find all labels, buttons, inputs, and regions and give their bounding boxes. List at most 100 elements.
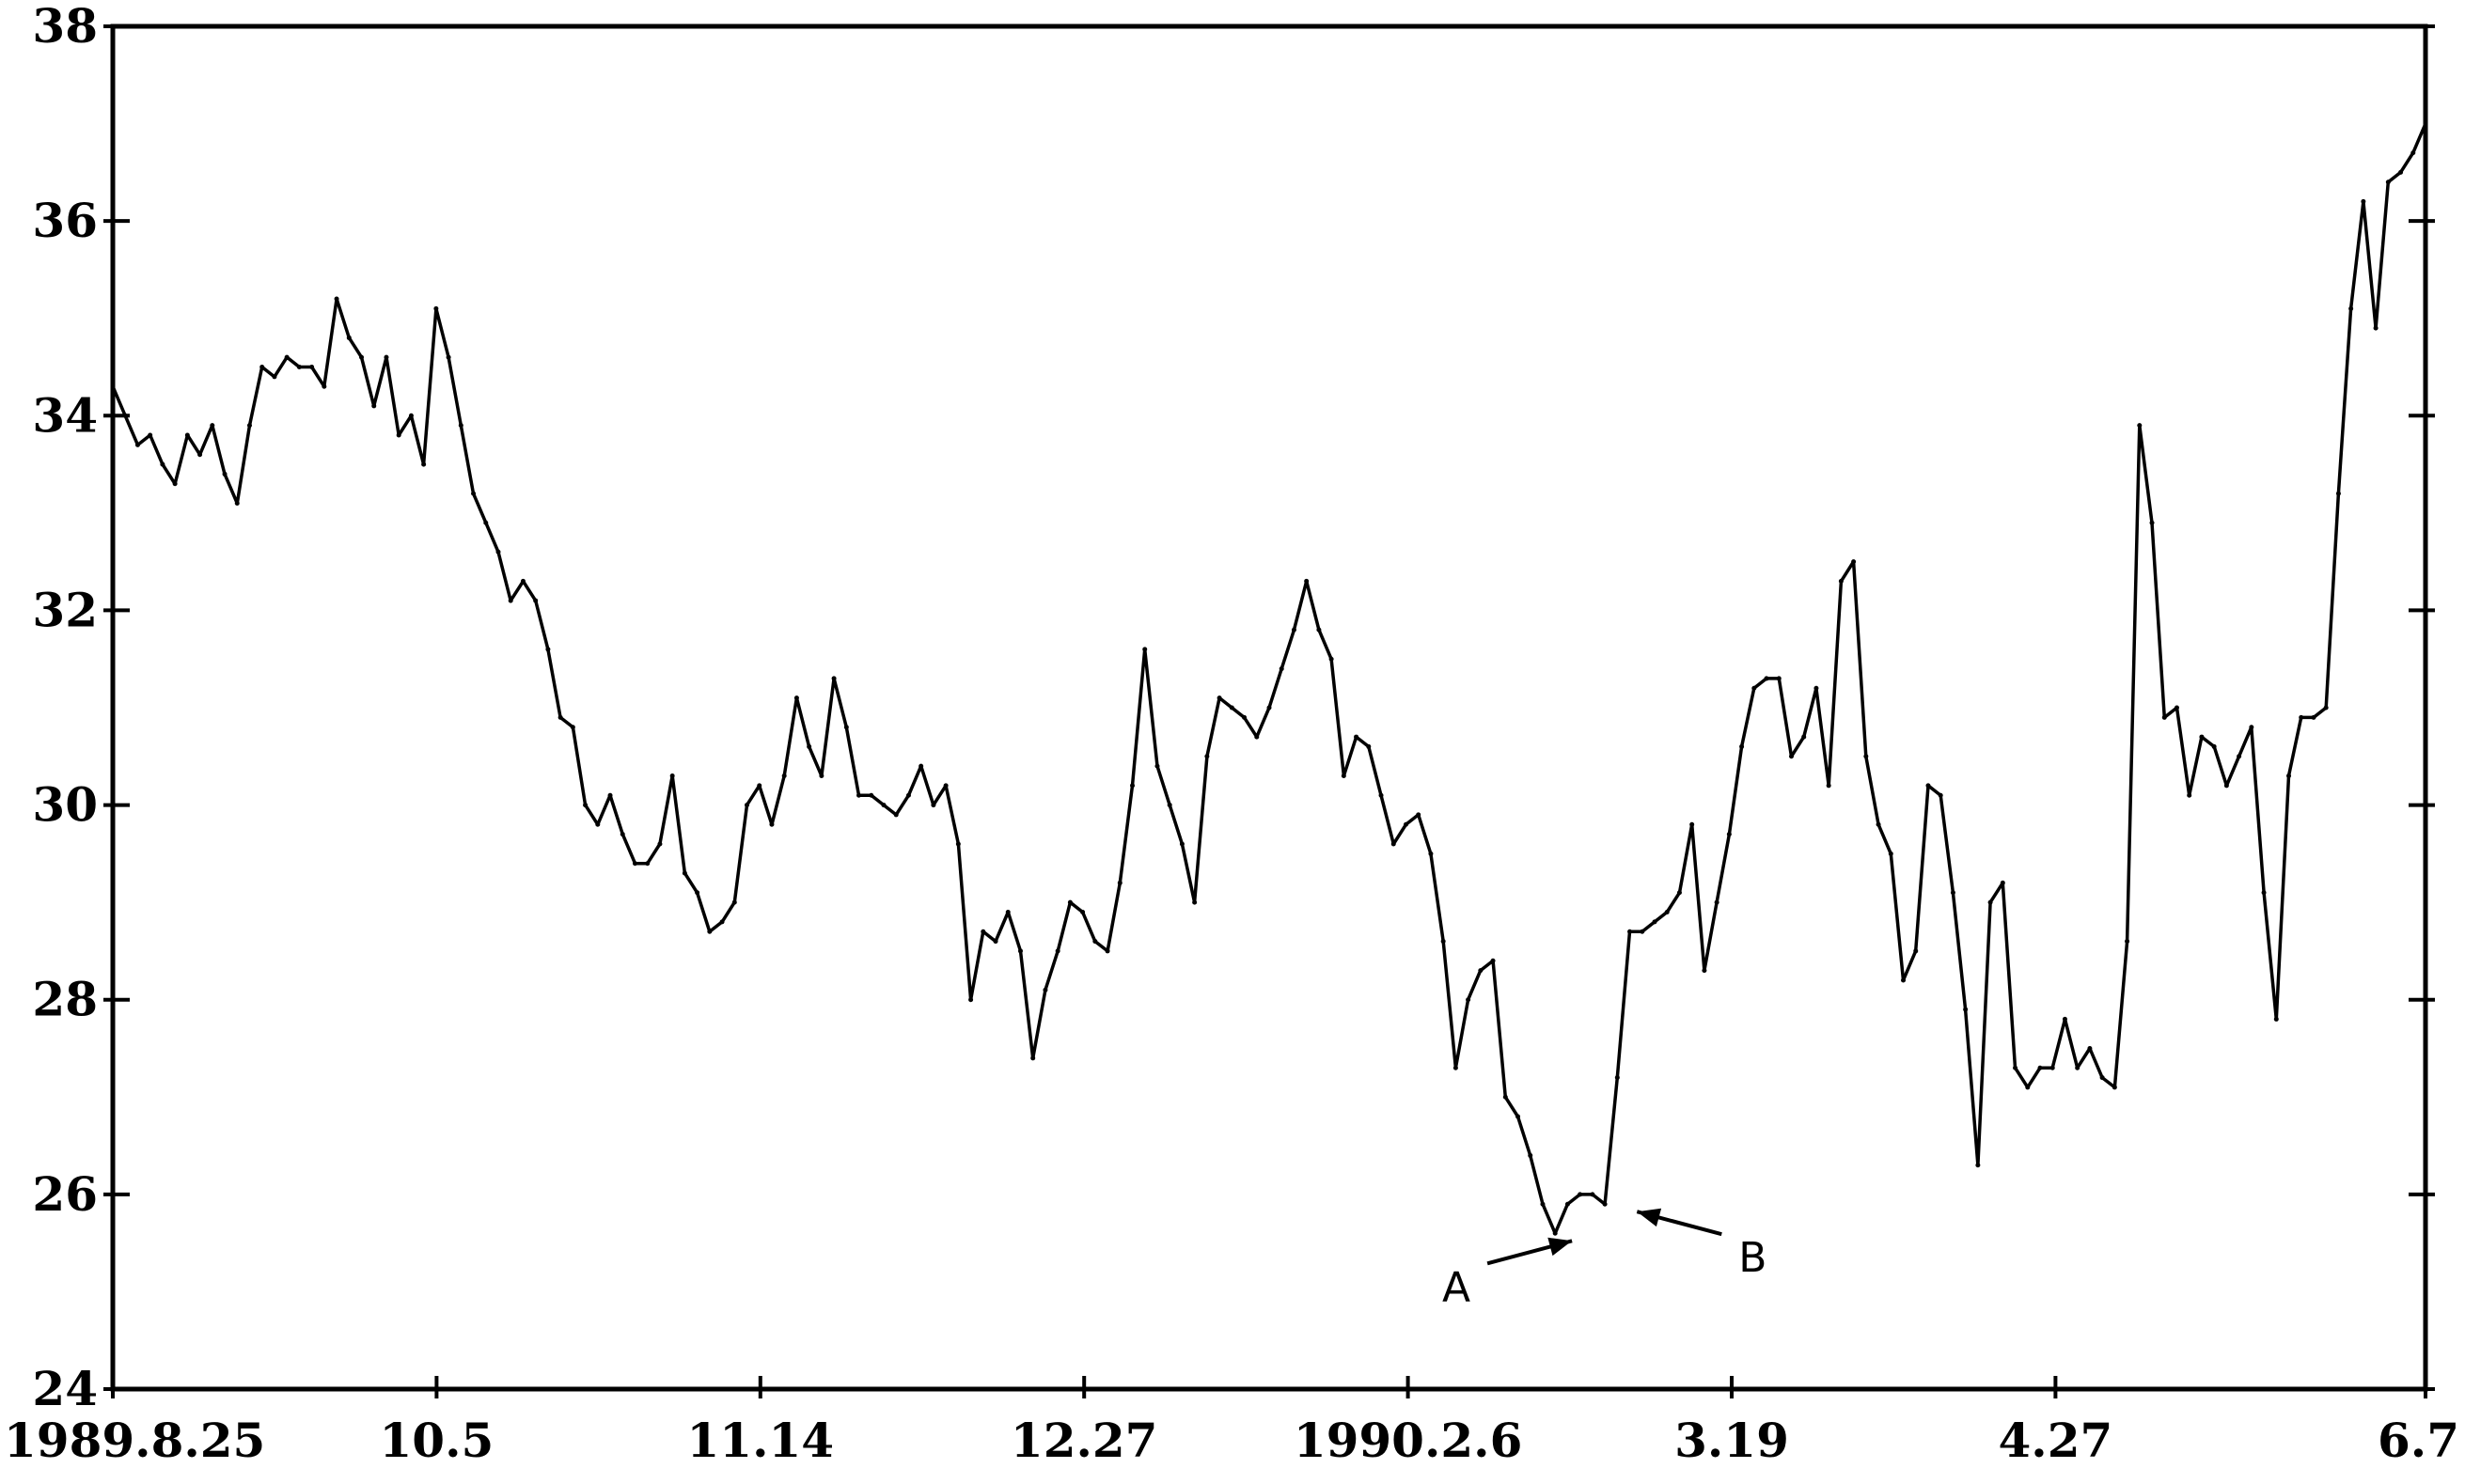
price-point — [620, 832, 625, 837]
price-point — [1291, 627, 1296, 633]
y-tick-label: 24 — [32, 1361, 98, 1416]
y-tick-label: 36 — [32, 193, 98, 248]
price-point — [695, 890, 700, 896]
price-point — [1192, 899, 1198, 905]
price-point — [1279, 666, 1284, 672]
price-point — [1876, 821, 1881, 827]
price-point — [2161, 714, 2167, 720]
price-point — [346, 335, 352, 340]
price-point — [1478, 968, 1484, 974]
price-point — [2398, 169, 2404, 175]
price-point — [1764, 676, 1769, 681]
price-point — [1826, 783, 1831, 789]
price-point — [1304, 578, 1310, 584]
price-point — [1217, 695, 1222, 701]
price-point — [1614, 1075, 1620, 1081]
price-point — [2000, 880, 2005, 885]
y-tick-label: 38 — [32, 0, 98, 54]
price-point — [682, 870, 687, 876]
price-point — [1950, 890, 1955, 896]
price-point — [309, 365, 315, 369]
price-point — [1017, 948, 1023, 954]
x-tick-label: 12.27 — [1011, 1413, 1158, 1468]
x-axis: 1989.8.25 10.5 11.14 12.27 1990.2.6 3.19 4.27 6… — [4, 1376, 2459, 1468]
price-point — [284, 354, 290, 360]
y-tick-label: 26 — [32, 1166, 98, 1222]
price-point — [1925, 783, 1931, 789]
price-point — [607, 792, 613, 798]
price-point — [1863, 754, 1869, 759]
price-point — [1726, 832, 1732, 837]
price-point — [2311, 714, 2316, 720]
price-point — [222, 471, 228, 476]
price-point — [2112, 1085, 2117, 1090]
price-point — [495, 549, 501, 555]
price-point — [2125, 939, 2130, 945]
price-point — [1130, 783, 1136, 789]
price-point — [408, 413, 414, 418]
price-point — [981, 929, 986, 934]
price-point — [1105, 948, 1110, 954]
price-point — [2348, 305, 2354, 311]
price-point — [272, 374, 277, 380]
price-point — [1813, 685, 1819, 691]
price-point — [508, 598, 513, 603]
price-point — [1801, 734, 1807, 740]
price-point — [905, 792, 911, 798]
price-point — [458, 423, 463, 429]
price-point — [396, 432, 401, 438]
price-point — [968, 997, 974, 1003]
price-point — [2410, 150, 2416, 156]
price-point — [421, 461, 427, 467]
price-point — [819, 773, 824, 778]
price-point — [583, 803, 589, 808]
price-point — [160, 461, 165, 467]
price-point — [707, 929, 713, 934]
price-point — [1739, 743, 1745, 749]
price-point — [1751, 685, 1757, 691]
price-point — [645, 861, 651, 867]
price-point — [2223, 783, 2229, 789]
price-point — [1602, 1201, 1608, 1207]
x-tick-label: 1990.2.6 — [1294, 1413, 1523, 1468]
x-tick-label: 3.19 — [1674, 1413, 1789, 1468]
price-point — [931, 803, 936, 808]
price-point — [1776, 676, 1782, 681]
price-point — [1030, 1055, 1036, 1061]
price-point — [1154, 763, 1160, 769]
price-point — [831, 676, 837, 681]
price-point — [2299, 714, 2304, 720]
price-point — [632, 861, 637, 867]
price-point — [2062, 1016, 2067, 1022]
y-tick-label: 34 — [32, 387, 98, 443]
price-point — [745, 803, 750, 808]
price-point — [1366, 743, 1372, 749]
price-point — [1901, 977, 1907, 983]
price-point — [1689, 821, 1695, 827]
price-point — [856, 792, 862, 798]
price-point — [1552, 1230, 1558, 1236]
price-point — [234, 501, 240, 506]
price-point — [1627, 929, 1633, 934]
y-axis: 24 26 28 30 32 34 36 38 — [32, 0, 2435, 1416]
price-point — [869, 792, 874, 798]
price-point — [1328, 656, 1334, 662]
price-point — [2025, 1085, 2031, 1090]
price-point — [197, 452, 203, 458]
x-tick-label: 10.5 — [380, 1413, 495, 1468]
price-point — [384, 354, 389, 360]
price-point — [483, 520, 489, 525]
price-point — [1378, 792, 1384, 798]
price-point — [955, 841, 961, 847]
x-tick-label: 4.27 — [1999, 1413, 2113, 1468]
price-point — [2261, 890, 2267, 896]
price-point — [1403, 821, 1408, 827]
price-point — [807, 743, 812, 749]
price-point — [1652, 919, 1657, 925]
price-point — [2385, 180, 2391, 185]
price-point — [1179, 841, 1185, 847]
price-point — [918, 763, 924, 769]
price-point — [2187, 792, 2192, 798]
price-point — [570, 725, 575, 730]
